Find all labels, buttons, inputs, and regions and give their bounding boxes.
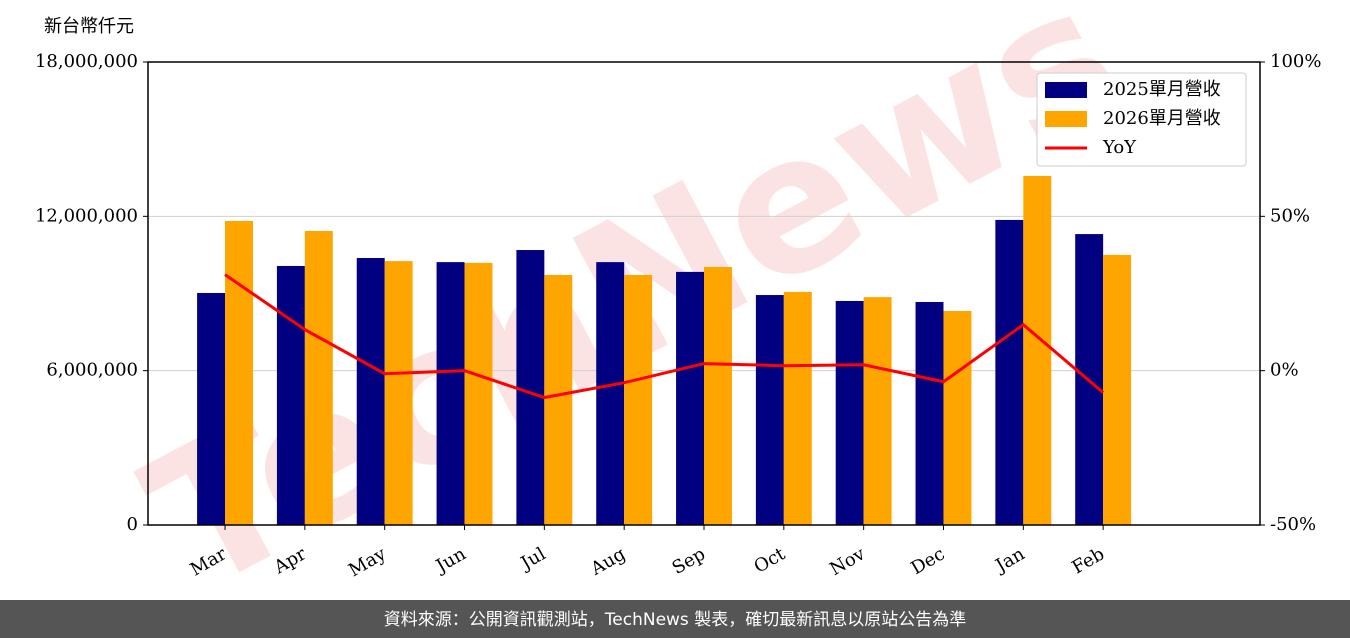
bar (624, 274, 653, 525)
legend-label: YoY (1102, 137, 1137, 158)
y2-tick-label: 50% (1270, 205, 1310, 226)
bar (356, 258, 385, 525)
bar (943, 310, 972, 525)
bar (863, 297, 892, 525)
legend-label: 2026單月營收 (1103, 108, 1221, 129)
bar (596, 262, 625, 525)
bar (995, 219, 1024, 525)
legend-box (1036, 72, 1247, 167)
x-tick-label: Oct (751, 543, 790, 578)
bar (225, 220, 253, 526)
bar (276, 265, 305, 525)
bar (544, 274, 573, 525)
y2-tick-label: -50% (1270, 514, 1316, 535)
legend-swatch (1045, 111, 1087, 127)
y-tick-label: 12,000,000 (35, 205, 138, 226)
bar (384, 261, 413, 525)
footer-text: 資料來源：公開資訊觀測站，TechNews 製表，確切最新訊息以原站公告為準 (384, 610, 966, 630)
bar (1103, 254, 1132, 525)
y-unit-label: 新台幣仟元 (44, 16, 134, 37)
footer-bar (0, 600, 1350, 638)
x-tick-label: Aug (587, 543, 630, 580)
bar (704, 267, 732, 525)
y-tick-label: 18,000,000 (35, 51, 138, 72)
bar (1023, 175, 1052, 525)
y-tick-label: 0 (127, 514, 138, 535)
x-tick-label: Jul (516, 543, 550, 575)
x-tick-label: Jan (990, 543, 1028, 577)
x-tick-label: Nov (826, 543, 869, 580)
x-tick-label: Dec (908, 543, 949, 579)
y2-tick-label: 100% (1270, 51, 1321, 72)
bar (304, 230, 333, 525)
y-tick-label: 6,000,000 (46, 360, 138, 381)
x-tick-label: Sep (669, 543, 709, 578)
bar (676, 271, 704, 525)
yoy-line (224, 273, 1105, 400)
x-tick-label: Jun (431, 543, 470, 578)
bar (516, 250, 545, 525)
bar (915, 301, 944, 525)
legend-label: 2025單月營收 (1103, 79, 1221, 100)
y2-tick-label: 0% (1270, 360, 1299, 381)
bar (755, 295, 784, 525)
x-tick-label: Feb (1068, 543, 1108, 578)
bar (436, 262, 465, 525)
legend-swatch (1045, 82, 1087, 98)
bar (835, 300, 864, 525)
bar (783, 291, 812, 525)
bar (464, 262, 493, 525)
bar (197, 292, 226, 525)
